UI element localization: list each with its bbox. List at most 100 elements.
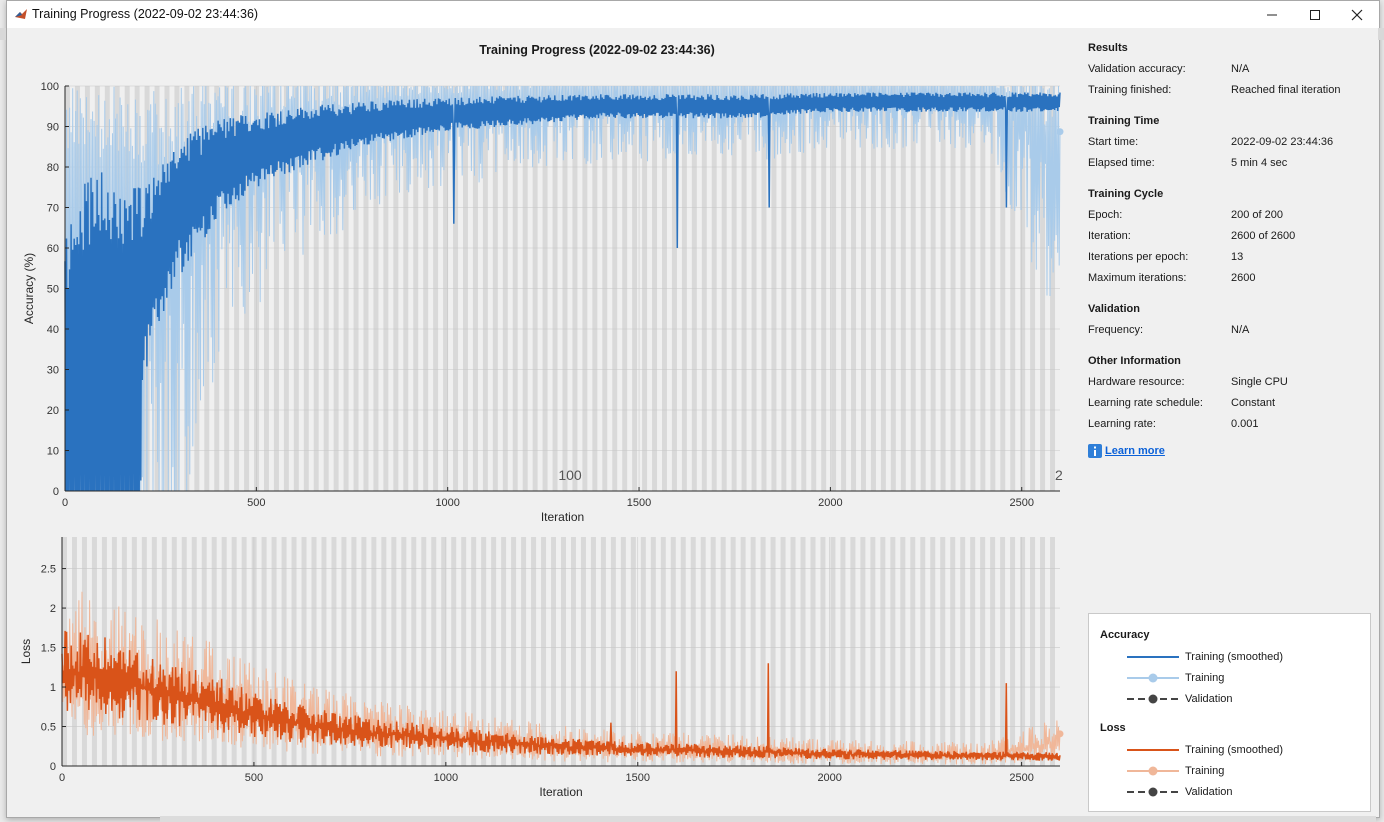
epoch-band xyxy=(790,537,796,766)
y-tick-label: 20 xyxy=(47,405,59,417)
epoch-band xyxy=(1050,537,1056,766)
learn-more[interactable]: Learn more xyxy=(1088,444,1165,458)
minimize-icon xyxy=(1267,14,1277,15)
close-icon xyxy=(1351,9,1363,20)
epoch-band xyxy=(511,537,517,766)
epoch-band xyxy=(191,537,197,766)
epoch-band xyxy=(810,537,816,766)
y-tick-label: 10 xyxy=(47,446,59,458)
epoch-band xyxy=(1000,537,1006,766)
epoch-band xyxy=(610,537,616,766)
series-training-smoothed xyxy=(61,630,1061,761)
y-tick-label: 90 xyxy=(47,122,59,134)
epoch-label: 100 xyxy=(558,467,582,483)
epoch-label: 2 xyxy=(1055,467,1063,483)
epoch-band xyxy=(351,537,357,766)
maximum-iterations-key: Maximum iterations: xyxy=(1088,272,1187,284)
matlab-icon xyxy=(14,7,28,21)
training-time-heading: Training Time xyxy=(1088,115,1160,127)
legend-loss-training: Training xyxy=(1125,764,1365,780)
minimize-button[interactable] xyxy=(1250,1,1294,28)
epoch-band xyxy=(411,537,417,766)
series-training-smoothed xyxy=(64,92,1061,492)
x-axis-label: Iteration xyxy=(541,510,584,524)
epoch-band xyxy=(750,537,756,766)
epoch-band xyxy=(151,537,157,766)
epoch-band xyxy=(381,537,387,766)
epoch-band xyxy=(730,537,736,766)
epoch-band xyxy=(291,537,297,766)
learning-rate-key: Learning rate: xyxy=(1088,418,1156,430)
epoch-band xyxy=(890,537,896,766)
epoch-band xyxy=(980,537,986,766)
background-window-edge xyxy=(1378,28,1384,40)
legend-label: Validation xyxy=(1185,786,1233,798)
epoch-band xyxy=(541,537,547,766)
close-button[interactable] xyxy=(1335,1,1379,28)
x-tick-label: 1000 xyxy=(434,772,458,784)
maximum-iterations-value: 2600 xyxy=(1231,272,1256,284)
epoch-band xyxy=(361,537,367,766)
epoch-band xyxy=(331,537,337,766)
elapsed-time-key: Elapsed time: xyxy=(1088,157,1155,169)
y-tick-label: 70 xyxy=(47,203,59,215)
elapsed-time-value: 5 min 4 sec xyxy=(1231,157,1288,169)
background-window-edge xyxy=(0,28,6,40)
legend-label: Validation xyxy=(1185,693,1233,705)
y-tick-label: 1 xyxy=(50,682,56,694)
line-marker-swatch-icon xyxy=(1127,673,1179,683)
epoch-band xyxy=(481,537,487,766)
background-window-edge xyxy=(160,816,1376,822)
epoch-band xyxy=(940,537,946,766)
epoch-band xyxy=(620,537,626,766)
epoch-band xyxy=(690,537,696,766)
epoch-band xyxy=(431,537,437,766)
epoch-bands xyxy=(62,537,1056,766)
epoch-band xyxy=(1040,537,1046,766)
y-tick-label: 30 xyxy=(47,365,59,377)
epoch-band xyxy=(950,537,956,766)
training-finished-key: Training finished: xyxy=(1088,84,1172,96)
frequency-key: Frequency: xyxy=(1088,324,1144,336)
epoch-band xyxy=(780,537,786,766)
epoch-band xyxy=(660,537,666,766)
legend-accuracy-validation: Validation xyxy=(1125,692,1365,708)
epoch-band xyxy=(471,537,477,766)
epoch-band xyxy=(990,537,996,766)
iterations-per-epoch-key: Iterations per epoch: xyxy=(1088,251,1189,263)
y-tick-label: 2.5 xyxy=(41,564,56,576)
validation-accuracy-value: N/A xyxy=(1231,63,1250,75)
epoch-band xyxy=(880,537,886,766)
validation-heading: Validation xyxy=(1088,303,1140,315)
epoch-band xyxy=(1030,537,1036,766)
x-tick-label: 500 xyxy=(247,497,265,509)
legend-label: Training (smoothed) xyxy=(1185,651,1284,663)
epoch-band xyxy=(561,537,566,766)
epoch-band xyxy=(311,537,317,766)
x-tick-label: 2500 xyxy=(1009,772,1033,784)
maximize-button[interactable] xyxy=(1293,1,1337,28)
legend-label: Training (smoothed) xyxy=(1185,744,1284,756)
epoch-band xyxy=(261,537,267,766)
training-progress-window: Training Progress (2022-09-02 23:44:36) … xyxy=(6,0,1380,818)
epoch-band xyxy=(700,537,706,766)
epoch-band xyxy=(271,537,277,766)
x-tick-label: 2000 xyxy=(817,772,841,784)
epoch-band xyxy=(421,537,427,766)
epoch-band xyxy=(680,537,686,766)
learning-rate-value: 0.001 xyxy=(1231,418,1259,430)
learn-more-link[interactable]: Learn more xyxy=(1105,445,1165,457)
epoch-band xyxy=(501,537,507,766)
maximize-icon xyxy=(1310,9,1320,20)
x-tick-label: 2500 xyxy=(1009,497,1033,509)
y-tick-label: 80 xyxy=(47,162,59,174)
y-tick-label: 0 xyxy=(50,761,56,773)
epoch-band xyxy=(580,537,586,766)
window-title: Training Progress (2022-09-02 23:44:36) xyxy=(32,7,259,21)
title-bar[interactable]: Training Progress (2022-09-02 23:44:36) xyxy=(7,1,1379,28)
epoch-band xyxy=(670,537,676,766)
epoch-band xyxy=(710,537,716,766)
epoch-band xyxy=(201,537,207,766)
epoch-band xyxy=(930,537,936,766)
